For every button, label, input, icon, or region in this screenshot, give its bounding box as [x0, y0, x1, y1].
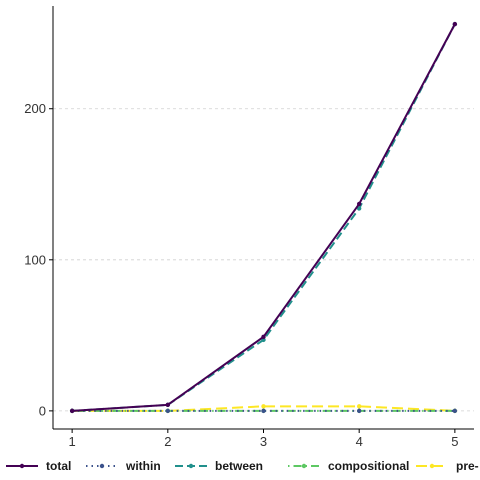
series-line-total: [72, 23, 456, 412]
data-point-within: [261, 408, 266, 414]
x-tick-label: 2: [164, 434, 171, 449]
data-point-within: [165, 408, 171, 414]
data-point-pre: [261, 404, 266, 409]
legend-label: between: [215, 459, 263, 473]
x-axis-ticks: 1 2 3 4 5: [69, 429, 458, 449]
legend-key-point: [99, 463, 105, 469]
series-line-between: [72, 23, 456, 412]
data-point-between: [356, 206, 362, 211]
data-point-pre: [356, 404, 362, 409]
x-tick-label: 4: [356, 434, 363, 449]
legend-key-point: [19, 463, 25, 469]
y-tick-label: 100: [24, 252, 46, 267]
y-tick-label: 200: [24, 101, 46, 116]
legend: total within between compositional pre-: [6, 459, 479, 473]
y-tick-label: 0: [39, 403, 46, 418]
x-tick-label: 1: [69, 434, 76, 449]
legend-key-point: [188, 463, 194, 469]
x-tick-label: 5: [451, 434, 458, 449]
data-point-total: [69, 408, 75, 414]
gridlines: [53, 108, 474, 412]
data-point-within: [452, 408, 458, 414]
data-point-total: [261, 334, 266, 340]
legend-label: within: [125, 459, 161, 473]
legend-label: compositional: [328, 459, 409, 473]
series-layer: [69, 21, 458, 414]
data-point-total: [356, 201, 362, 207]
y-axis-ticks: 0 100 200: [24, 101, 53, 418]
data-point-within: [356, 408, 362, 414]
x-tick-label: 3: [260, 434, 267, 449]
legend-label: total: [46, 459, 71, 473]
legend-key-point: [429, 463, 435, 469]
legend-label: pre-: [456, 459, 479, 473]
data-point-total: [452, 21, 458, 27]
legend-key-point: [301, 463, 307, 469]
data-point-total: [165, 402, 171, 408]
